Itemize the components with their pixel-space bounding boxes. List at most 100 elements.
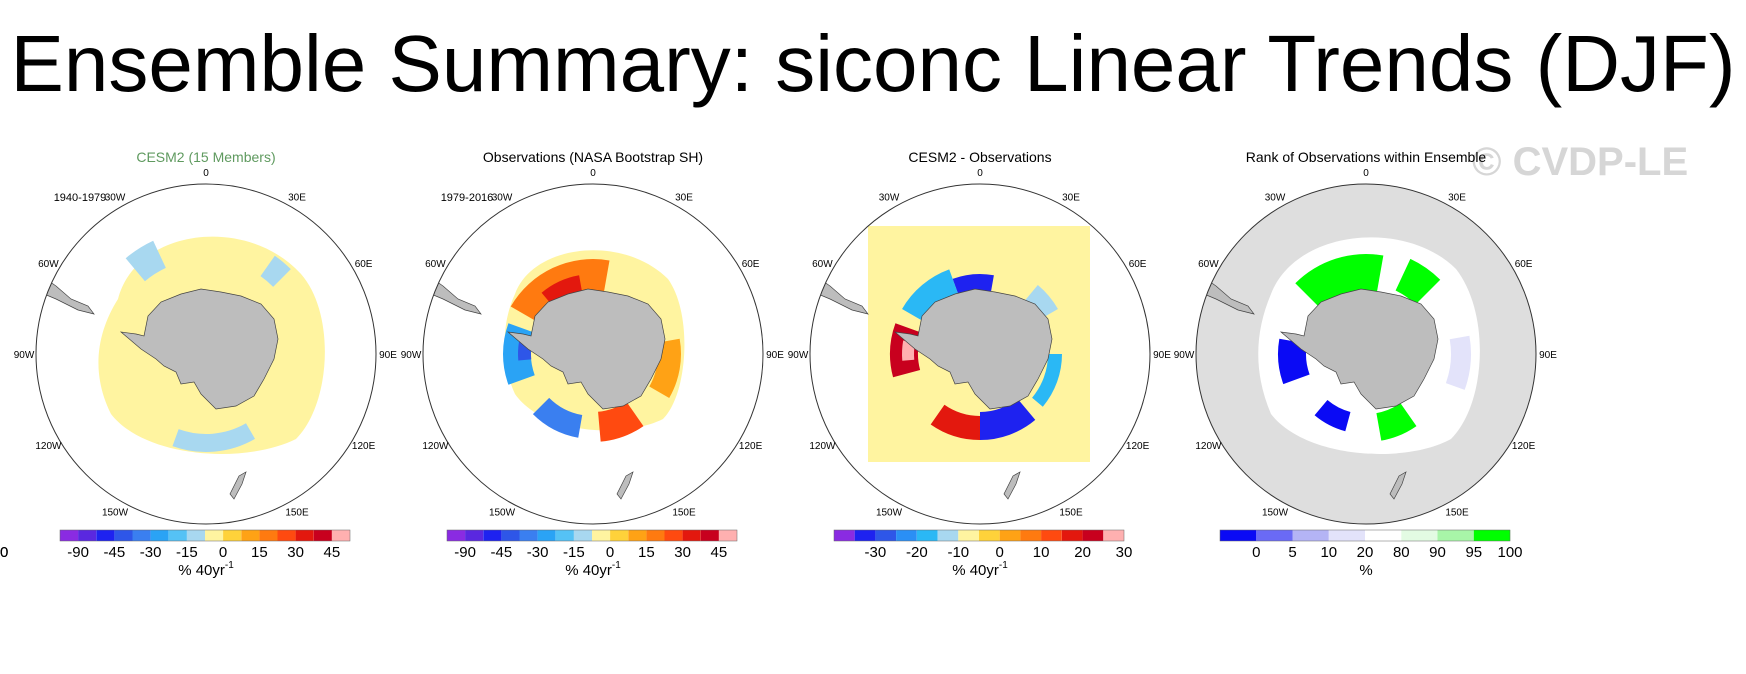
new-zealand-land xyxy=(1003,471,1021,500)
colorbar-box xyxy=(132,530,151,541)
panel-title: CESM2 - Observations xyxy=(908,149,1051,165)
south-america-land xyxy=(1203,278,1255,315)
trend-cell xyxy=(1032,354,1062,407)
map-body xyxy=(810,184,1150,524)
trend-cell xyxy=(902,269,960,324)
longitude-label: 60E xyxy=(742,259,760,270)
longitude-label: 150W xyxy=(102,508,129,519)
colorbar-tick-label: 90 xyxy=(0,544,8,561)
colorbar-tick-label: 30 xyxy=(674,544,691,561)
colorbar-tick-label: -15 xyxy=(176,544,198,561)
colorbar-box xyxy=(1041,530,1062,541)
longitude-label: 120W xyxy=(809,441,836,452)
map-panel-1: CESM2 (15 Members) 1940-1979 0 30E 60E 90E 120… xyxy=(0,149,397,579)
map-body xyxy=(36,184,376,524)
panel-title: Observations (NASA Bootstrap SH) xyxy=(483,149,703,165)
colorbar-tick-label: 95 xyxy=(1465,544,1482,561)
colorbar-box xyxy=(465,530,484,541)
longitude-label: 90W xyxy=(1174,350,1195,361)
longitude-label: 0 xyxy=(590,168,596,179)
colorbar-box xyxy=(537,530,556,541)
colorbar-box xyxy=(592,530,611,541)
colorbar-tick-label: 0 xyxy=(996,544,1004,561)
colorbar-tick-label: 30 xyxy=(1116,544,1133,561)
trend-cell xyxy=(532,397,583,438)
antarctica-land xyxy=(119,288,279,410)
longitude-label: 150W xyxy=(489,508,516,519)
longitude-label: 90W xyxy=(788,350,809,361)
colorbar-box xyxy=(937,530,959,541)
colorbar-units: % xyxy=(1359,562,1372,579)
trend-cell xyxy=(125,240,166,282)
colorbar-box xyxy=(958,530,979,541)
watermark: © CVDP-LE xyxy=(1472,140,1689,184)
longitude-label: 150E xyxy=(285,508,309,519)
map-body xyxy=(1196,184,1536,524)
longitude-label: 60E xyxy=(355,259,373,270)
colorbar-frame xyxy=(446,529,738,542)
colorbar-box xyxy=(60,530,79,541)
colorbar-box xyxy=(875,530,897,541)
longitude-label: 0 xyxy=(203,168,209,179)
colorbar-tick-label: -30 xyxy=(140,544,162,561)
longitude-label: 90E xyxy=(1539,350,1557,361)
colorbar-box xyxy=(682,530,701,541)
colorbar-tick-label: -90 xyxy=(454,544,476,561)
longitude-label: 60W xyxy=(1198,259,1219,270)
units-exponent: -1 xyxy=(225,560,234,571)
trend-cell xyxy=(649,338,682,398)
south-america-land xyxy=(43,278,95,315)
antarctica-land xyxy=(1279,288,1439,410)
colorbar-box xyxy=(241,530,260,541)
colorbar-box xyxy=(501,530,520,541)
rank-cell xyxy=(1314,399,1351,432)
colorbar-box xyxy=(1082,530,1104,541)
colorbar-tick-label: -45 xyxy=(104,544,126,561)
longitude-label: 60E xyxy=(1515,259,1533,270)
longitude-label: 0 xyxy=(1363,168,1369,179)
colorbar-tick-label: 0 xyxy=(606,544,614,561)
longitude-label: 150E xyxy=(1445,508,1469,519)
colorbar-box xyxy=(896,530,917,541)
new-zealand-land xyxy=(616,471,634,500)
colorbar-box xyxy=(834,530,855,541)
colorbar-box xyxy=(555,530,574,541)
longitude-label: 60W xyxy=(812,259,833,270)
colorbar-box xyxy=(96,530,115,541)
south-america-land xyxy=(817,278,869,315)
colorbar-box xyxy=(1103,530,1124,541)
longitude-label: 90W xyxy=(401,350,422,361)
colorbar-box xyxy=(186,530,205,541)
colorbar-tick-label: 10 xyxy=(1033,544,1050,561)
colorbar-box xyxy=(1328,530,1366,541)
map-panel-2: Observations (NASA Bootstrap SH) 1979-201… xyxy=(0,149,784,579)
map-panel-3: CESM2 - Observations030E60E90E120E150E18… xyxy=(788,149,1172,579)
colorbar-tick-label: 20 xyxy=(1074,544,1091,561)
new-zealand-land xyxy=(229,471,247,500)
colorbar-tick-label: -30 xyxy=(865,544,887,561)
longitude-label: 150E xyxy=(672,508,696,519)
colorbar-tick-label: 100 xyxy=(1497,544,1522,561)
colorbar-tick-label: -90 xyxy=(67,544,89,561)
colorbar-box xyxy=(1256,530,1293,541)
colorbar-frame xyxy=(1219,529,1511,542)
colorbar-box xyxy=(277,530,296,541)
panel-title: Rank of Observations within Ensemble xyxy=(1246,149,1487,165)
colorbar-box xyxy=(916,530,938,541)
colorbar-box xyxy=(295,530,314,541)
colorbar-box xyxy=(1401,530,1438,541)
rank-cell xyxy=(1395,258,1441,305)
colorbar-box xyxy=(573,530,592,541)
colorbar-tick-label: -45 xyxy=(491,544,513,561)
colorbar-tick-label: 15 xyxy=(251,544,268,561)
antarctica-land xyxy=(506,288,666,410)
colorbar-box xyxy=(718,530,737,541)
south-america-land xyxy=(430,278,482,315)
colorbar-tick-label: 90 xyxy=(1429,544,1446,561)
colorbar-box xyxy=(313,530,332,541)
trend-cell xyxy=(598,401,644,442)
colorbar-box xyxy=(854,530,876,541)
colorbar-tick-label: 0 xyxy=(219,544,227,561)
colorbar-box xyxy=(1437,530,1474,541)
